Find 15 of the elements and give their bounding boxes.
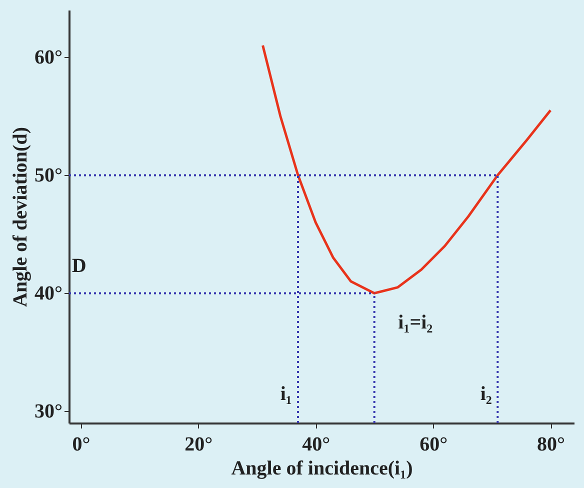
annotation: D	[72, 255, 86, 278]
x-tick-label: 80°	[537, 434, 566, 456]
x-tick-label: 40°	[302, 434, 330, 456]
annotation: i₁	[280, 383, 292, 406]
x-tick-label: 60°	[420, 434, 448, 456]
annotation: i₁=i₂	[398, 312, 433, 334]
y-tick-label: 50°	[34, 164, 62, 187]
y-tick-label: 60°	[34, 46, 62, 69]
y-tick-label: 30°	[34, 400, 62, 423]
x-tick-label: 20°	[184, 434, 213, 456]
y-axis-title: Angle of deviation(d)	[10, 127, 32, 307]
x-axis-title: Angle of incidence(i₁)	[231, 458, 413, 480]
y-tick-label: 40°	[34, 282, 62, 305]
x-tick-label: 0°	[72, 434, 90, 456]
annotation: i₂	[480, 383, 492, 406]
